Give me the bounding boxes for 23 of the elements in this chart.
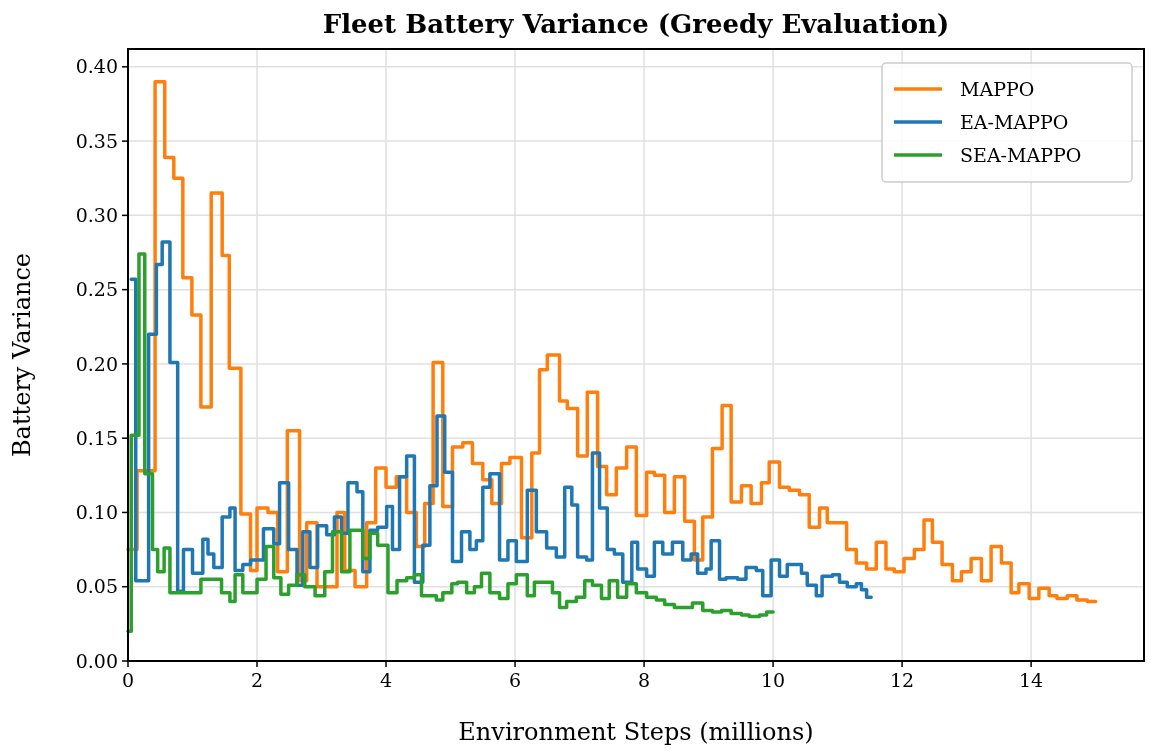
- legend-label: EA-MAPPO: [960, 110, 1069, 133]
- x-axis-title: Environment Steps (millions): [458, 718, 814, 746]
- x-tick-label: 6: [509, 669, 522, 691]
- y-axis-title: Battery Variance: [8, 252, 36, 458]
- y-tick-label: 0.20: [75, 352, 118, 375]
- y-tick-label: 0.10: [75, 501, 118, 524]
- y-tick-label: 0.15: [75, 426, 118, 449]
- y-tick-label: 0.25: [75, 278, 118, 301]
- x-tick-label: 2: [250, 669, 264, 691]
- legend-label: SEA-MAPPO: [960, 143, 1082, 166]
- chart-title: Fleet Battery Variance (Greedy Evaluation): [322, 9, 950, 39]
- x-tick-label: 14: [1019, 669, 1044, 691]
- y-tick-label: 0.05: [75, 575, 118, 598]
- legend-label: MAPPO: [960, 77, 1035, 100]
- x-tick-label: 0: [121, 669, 135, 691]
- x-tick-label: 4: [379, 669, 393, 691]
- y-tick-label: 0.30: [75, 204, 118, 227]
- x-tick-label: 12: [890, 669, 915, 691]
- x-tick-label: 8: [638, 669, 651, 691]
- y-tick-label: 0.35: [75, 129, 118, 152]
- y-tick-label: 0.00: [75, 649, 118, 672]
- y-tick-label: 0.40: [75, 55, 118, 78]
- x-tick-label: 10: [760, 669, 786, 691]
